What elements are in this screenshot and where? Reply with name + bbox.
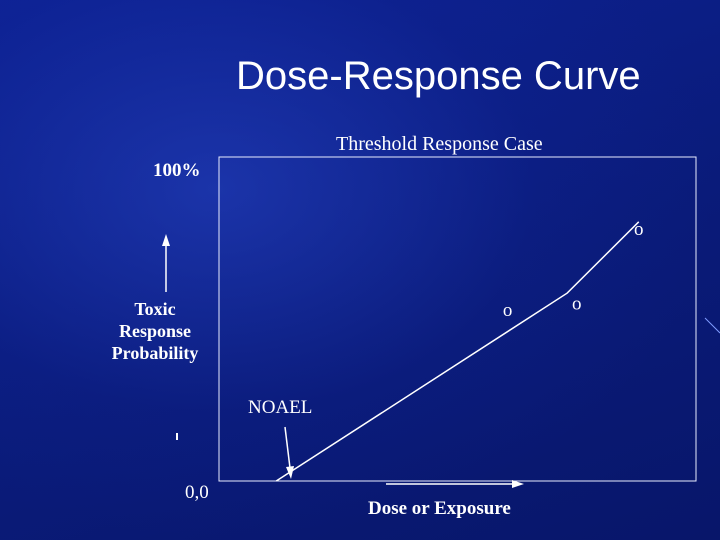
x-axis-arrow-head: [512, 480, 524, 488]
origin-label: 0,0: [185, 482, 209, 503]
response-curve-line-0: [275, 221, 640, 482]
data-point-marker-2: o: [634, 219, 644, 240]
y-axis-tick-mark: [176, 433, 178, 440]
plot-frame: [218, 156, 697, 482]
decorative-edge-line: [704, 317, 720, 334]
data-point-marker-1: o: [572, 293, 582, 314]
noael-annotation-label: NOAEL: [248, 397, 313, 418]
x-axis-label: Dose or Exposure: [368, 498, 511, 519]
y-axis-top-label: 100%: [153, 160, 201, 181]
data-point-marker-0: o: [503, 300, 513, 321]
y-axis-label: Toxic Response Probability: [111, 299, 199, 363]
slide-title: Dose-Response Curve: [236, 54, 641, 98]
y-axis-arrow-head: [162, 234, 170, 246]
chart-title: Threshold Response Case: [336, 133, 543, 155]
noael-pointer-line: [284, 426, 291, 469]
